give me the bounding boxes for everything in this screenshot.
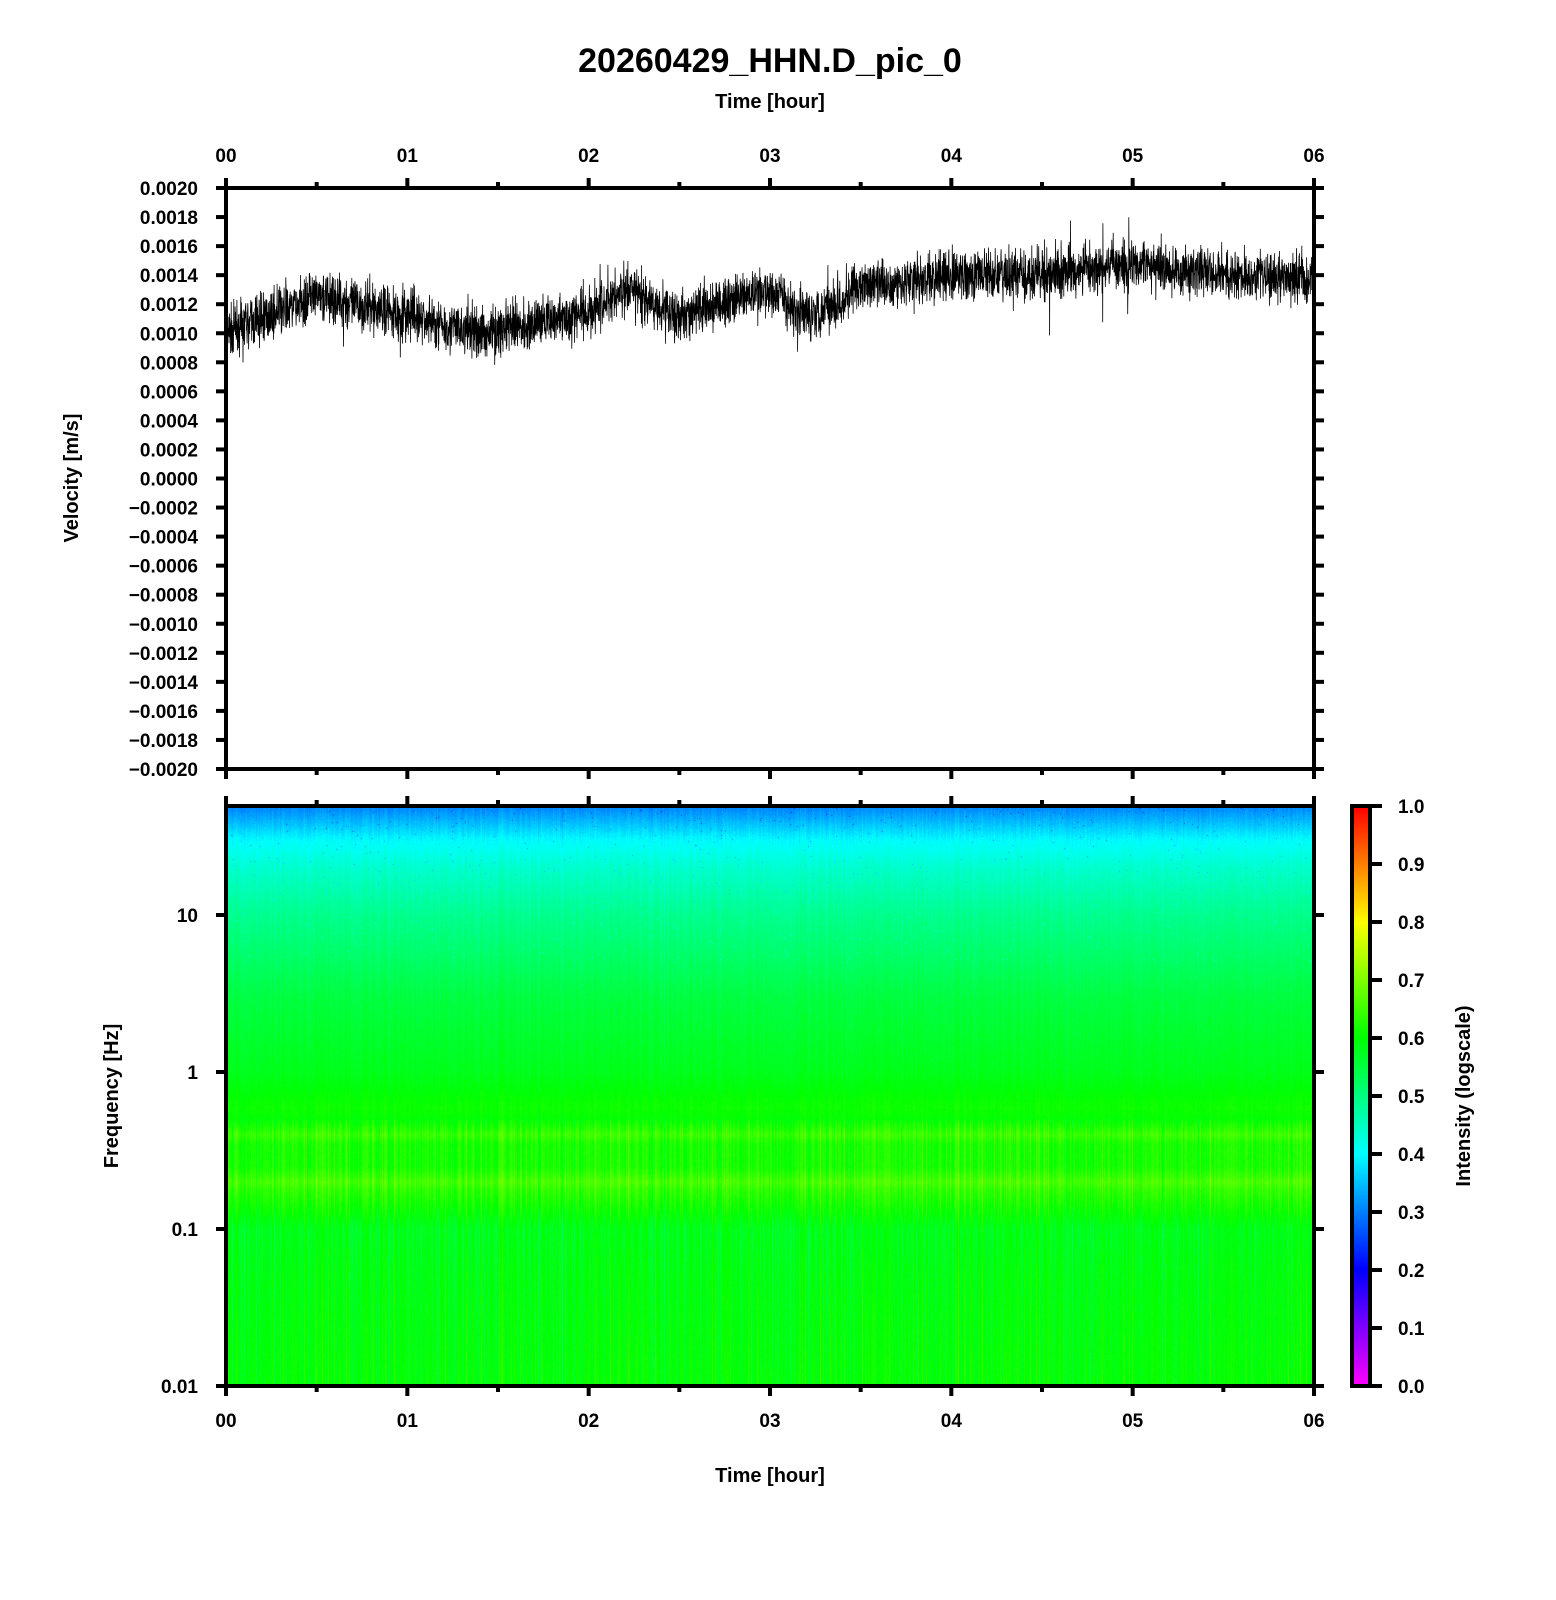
top-x-tick-label: 04 (941, 146, 963, 167)
velocity-y-tick-label: −0.0020 (129, 760, 198, 781)
velocity-y-tick-label: 0.0004 (140, 411, 199, 432)
velocity-y-tick-label: −0.0002 (129, 499, 198, 520)
top-x-axis-label: Time [hour] (715, 91, 825, 113)
velocity-y-tick-label: 0.0010 (140, 324, 198, 345)
velocity-y-tick-label: −0.0014 (129, 673, 199, 694)
velocity-plot-frame (224, 186, 1316, 771)
bottom-x-tick-label: 02 (578, 1411, 599, 1432)
colorbar-tick-label: 0.0 (1398, 1377, 1424, 1398)
velocity-y-tick-label: −0.0004 (129, 528, 199, 549)
velocity-y-tick-label: −0.0016 (129, 702, 198, 723)
colorbar-tick-label: 0.3 (1398, 1203, 1424, 1224)
top-x-tick-label: 03 (759, 146, 780, 167)
colorbar-gradient (1352, 806, 1370, 1386)
velocity-y-tick-label: 0.0018 (140, 208, 198, 229)
top-x-tick-label: 05 (1122, 146, 1144, 167)
chart-title: 20260429_HHN.D_pic_0 (578, 42, 962, 80)
velocity-y-tick-label: 0.0012 (140, 295, 198, 316)
velocity-y-tick-label: 0.0014 (140, 266, 199, 287)
frequency-y-tick-label: 0.1 (172, 1220, 199, 1241)
colorbar-tick-label: 0.2 (1398, 1261, 1424, 1282)
bottom-x-tick-label: 05 (1122, 1411, 1144, 1432)
bottom-x-tick-label: 06 (1303, 1411, 1324, 1432)
velocity-y-tick-label: 0.0016 (140, 237, 198, 258)
colorbar-tick-label: 0.7 (1398, 971, 1424, 992)
velocity-y-tick-label: −0.0008 (129, 586, 198, 607)
velocity-y-tick-label: −0.0006 (129, 557, 198, 578)
bottom-x-tick-label: 03 (759, 1411, 780, 1432)
velocity-y-tick-label: −0.0018 (129, 731, 198, 752)
top-x-tick-label: 06 (1303, 146, 1324, 167)
velocity-y-tick-label: 0.0020 (140, 179, 198, 200)
velocity-y-tick-label: 0.0000 (140, 470, 198, 491)
bottom-x-tick-label: 01 (397, 1411, 419, 1432)
bottom-x-axis-label: Time [hour] (715, 1465, 825, 1487)
top-x-tick-label: 02 (578, 146, 599, 167)
colorbar-tick-label: 0.9 (1398, 855, 1424, 876)
spectrogram-plot-frame (224, 804, 1316, 1388)
velocity-y-tick-label: 0.0006 (140, 382, 198, 403)
frequency-y-tick-label: 1 (187, 1063, 198, 1084)
colorbar-tick-label: 0.1 (1398, 1319, 1425, 1340)
velocity-y-tick-label: 0.0008 (140, 353, 198, 374)
colorbar-tick-label: 0.6 (1398, 1029, 1424, 1050)
colorbar-tick-label: 0.5 (1398, 1087, 1425, 1108)
colorbar-tick-label: 1.0 (1398, 797, 1424, 818)
colorbar-tick-label: 0.8 (1398, 913, 1424, 934)
bottom-x-tick-label: 04 (941, 1411, 963, 1432)
bottom-x-tick-label: 00 (215, 1411, 236, 1432)
top-x-tick-label: 01 (397, 146, 419, 167)
velocity-y-tick-label: −0.0012 (129, 644, 198, 665)
frequency-axis-label: Frequency [Hz] (101, 1024, 123, 1168)
colorbar-label: Intensity (logscale) (1453, 1005, 1475, 1186)
top-x-tick-label: 00 (215, 146, 236, 167)
velocity-waveform-line (225, 217, 1315, 365)
colorbar-tick-label: 0.4 (1398, 1145, 1425, 1166)
velocity-y-tick-label: 0.0002 (140, 440, 198, 461)
velocity-y-tick-label: −0.0010 (129, 615, 198, 636)
velocity-axis-label: Velocity [m/s] (61, 414, 83, 543)
spectrogram-heatmap (226, 806, 1314, 1386)
frequency-y-tick-label: 0.01 (161, 1377, 198, 1398)
colorbar-frame (1350, 804, 1372, 1388)
frequency-y-tick-label: 10 (177, 906, 198, 927)
